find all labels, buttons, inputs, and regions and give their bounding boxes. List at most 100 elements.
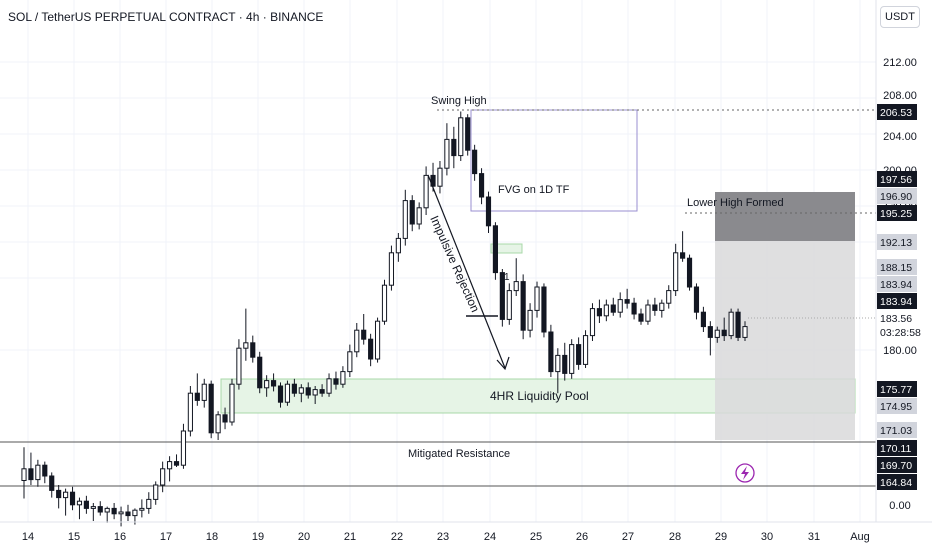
candle — [187, 386, 193, 437]
line-layer — [0, 109, 876, 487]
candle-body — [347, 351, 353, 373]
candle-body — [707, 326, 713, 338]
candle-body — [374, 320, 381, 360]
candle — [499, 269, 505, 327]
candle-body — [742, 326, 748, 338]
symbol-title: SOL / TetherUS PERPETUAL CONTRACT · 4h ·… — [8, 10, 324, 24]
candle-layer — [21, 111, 748, 527]
candle — [56, 485, 62, 509]
projection-zone — [715, 241, 855, 440]
price-axis-badge: 164.84 — [877, 474, 917, 490]
candle — [160, 461, 166, 493]
x-tick-label: 16 — [114, 531, 126, 543]
candle-body — [229, 383, 235, 423]
candle-body — [264, 380, 270, 389]
candle — [104, 506, 110, 523]
candle-body — [340, 371, 346, 385]
candle — [21, 447, 27, 499]
candle-body — [402, 200, 408, 239]
x-tick-label: 15 — [68, 531, 80, 543]
candle-body — [319, 389, 325, 394]
candle-body — [624, 299, 630, 304]
fvg-label: FVG on 1D TF — [498, 184, 570, 196]
candle — [416, 202, 422, 230]
candle-body — [458, 117, 464, 157]
candle-body — [596, 308, 602, 317]
candle — [215, 411, 221, 440]
price-axis-badge: 170.11 — [877, 440, 917, 456]
candle — [589, 303, 596, 341]
y-tick-label: 212.00 — [883, 57, 917, 69]
price-axis-badge-label: 197.56 — [880, 174, 912, 186]
candle — [354, 323, 360, 358]
candle-body — [395, 237, 401, 254]
candle — [284, 380, 291, 406]
candle-body — [388, 252, 395, 286]
candle-body — [735, 311, 741, 338]
price-axis-badge: 188.15 — [877, 259, 917, 275]
price-axis-badge-label: 183.56 — [880, 313, 912, 325]
candle-body — [437, 167, 443, 187]
supply-zone — [715, 192, 855, 241]
candle — [374, 317, 381, 363]
candle-body — [548, 331, 554, 373]
price-axis-badge-label: 183.94 — [880, 279, 912, 291]
x-tick-label: Aug — [850, 531, 870, 543]
price-scale[interactable]: 212.00208.00204.00200.00196.00192.00188.… — [875, 0, 932, 522]
price-axis-badge: 03:28:58 — [880, 327, 921, 339]
price-axis-badge-label: 196.90 — [880, 191, 912, 203]
x-tick-label: 28 — [669, 531, 681, 543]
candle-body — [513, 281, 519, 292]
price-axis-badge-label: 171.03 — [880, 425, 912, 437]
candle — [562, 342, 568, 381]
candle — [631, 297, 637, 320]
candle-body — [236, 347, 242, 385]
candle-body — [680, 252, 686, 259]
time-axis[interactable]: 14 15 16 17 18 19 20 21 22 23 24 25 26 27 28 29 30 31 Aug — [0, 521, 932, 543]
candle — [680, 231, 686, 262]
candle — [361, 314, 367, 345]
candle — [652, 297, 658, 316]
candle-body — [673, 252, 679, 292]
candle-body — [693, 286, 700, 313]
candle — [472, 144, 478, 181]
x-tick-label: 22 — [391, 531, 403, 543]
lightning-icon[interactable] — [735, 463, 755, 483]
candle-body — [333, 378, 339, 385]
candle-body — [125, 511, 131, 517]
candle-body — [312, 389, 318, 396]
candle-body — [576, 344, 582, 365]
candle-body — [42, 464, 48, 477]
y-tick-label: 208.00 — [883, 90, 917, 102]
candle-body — [492, 225, 499, 274]
candle — [243, 308, 249, 361]
candle — [485, 191, 492, 233]
candle-body — [527, 309, 533, 331]
candle — [173, 454, 180, 467]
candle — [700, 306, 706, 332]
candle-body — [534, 286, 540, 311]
candle — [728, 308, 734, 340]
candle-body — [409, 200, 415, 225]
candle-body — [451, 138, 457, 157]
x-tick-label: 23 — [437, 531, 449, 543]
candle — [659, 299, 665, 318]
candle — [250, 335, 256, 363]
price-axis-badge-label: 206.53 — [880, 107, 912, 119]
candle-body — [111, 507, 117, 515]
candle — [97, 501, 103, 516]
x-tick-label: 31 — [808, 531, 820, 543]
candle-body — [194, 392, 200, 401]
candle — [381, 279, 388, 325]
candle-body — [270, 380, 277, 387]
candle-body — [243, 342, 249, 349]
candle — [139, 499, 145, 518]
candle — [582, 330, 589, 368]
currency-button[interactable]: USDT — [880, 6, 920, 28]
price-axis-badge-label: 175.77 — [880, 384, 912, 396]
price-axis-badge-label: 170.11 — [880, 443, 911, 455]
price-axis-badge-label: 183.94 — [880, 296, 912, 308]
candle-body — [721, 329, 727, 337]
